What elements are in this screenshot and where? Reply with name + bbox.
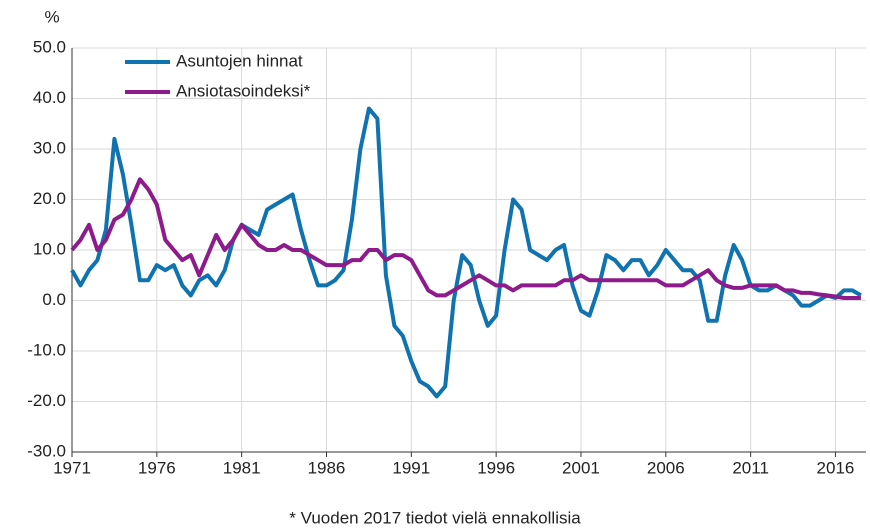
y-tick-label: 20.0 xyxy=(33,189,66,208)
x-tick-label: 1991 xyxy=(392,458,430,477)
x-tick-label: 2001 xyxy=(562,458,600,477)
y-tick-label: -20.0 xyxy=(27,391,66,410)
x-tick-label: 1971 xyxy=(53,458,91,477)
x-tick-label: 1976 xyxy=(138,458,176,477)
x-tick-label: 1981 xyxy=(223,458,261,477)
y-tick-label: -30.0 xyxy=(27,441,66,460)
y-tick-label: 30.0 xyxy=(33,138,66,157)
y-tick-label: 10.0 xyxy=(33,239,66,258)
y-tick-label: 0.0 xyxy=(42,290,66,309)
data-line xyxy=(70,177,861,300)
x-tick-label: 1986 xyxy=(308,458,346,477)
x-tick-label: 2011 xyxy=(732,458,769,477)
x-tick-label: 2016 xyxy=(817,458,855,477)
data-line xyxy=(70,106,862,399)
y-tick-label: -10.0 xyxy=(27,340,66,359)
footnote: * Vuoden 2017 tiedot vielä ennakollisia xyxy=(289,508,581,527)
x-tick-label: 2006 xyxy=(647,458,685,477)
y-tick-label: 40.0 xyxy=(33,88,66,107)
y-axis-unit: % xyxy=(44,7,59,26)
y-tick-label: 50.0 xyxy=(33,37,66,56)
x-tick-label: 1996 xyxy=(477,458,515,477)
legend-label: Asuntojen hinnat xyxy=(176,51,303,70)
legend-label: Ansiotasoindeksi* xyxy=(176,81,311,100)
